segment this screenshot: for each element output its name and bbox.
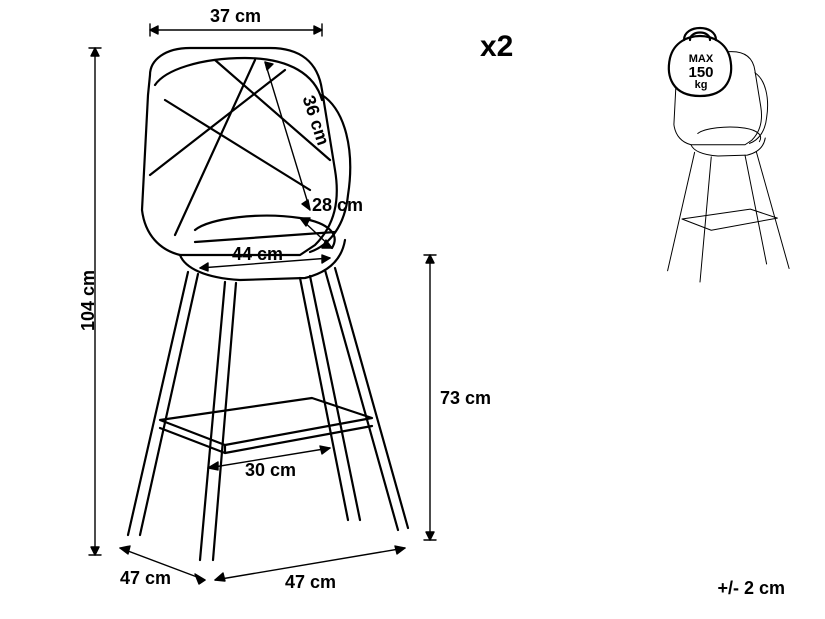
max-weight-label: MAX 150 kg bbox=[684, 54, 718, 91]
dim-base-depth: 47 cm bbox=[120, 568, 171, 589]
dim-top-width: 37 cm bbox=[210, 6, 261, 27]
dim-seat-width: 44 cm bbox=[232, 244, 283, 265]
dimension-drawing bbox=[0, 0, 825, 619]
dim-total-height: 104 cm bbox=[78, 270, 99, 331]
dim-base-width: 47 cm bbox=[285, 572, 336, 593]
dim-seat-height: 73 cm bbox=[440, 388, 491, 409]
max-weight-unit: kg bbox=[695, 79, 708, 91]
dim-footrest: 30 cm bbox=[245, 460, 296, 481]
dim-seat-depth: 28 cm bbox=[312, 195, 363, 216]
